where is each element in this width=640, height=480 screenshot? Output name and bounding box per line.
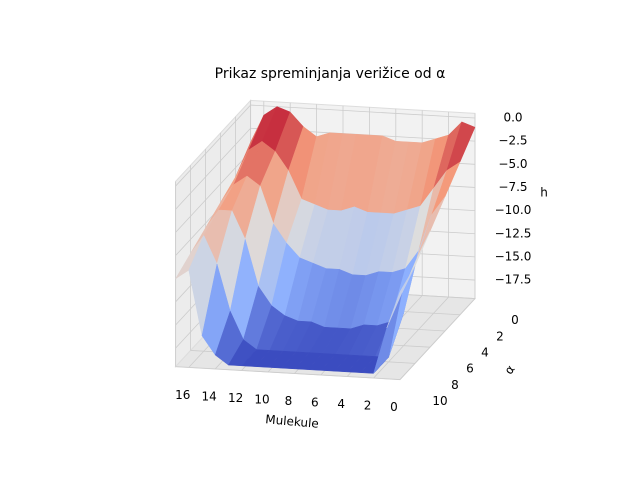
z-tick-label: −12.5	[495, 226, 532, 240]
x-tick-label: 12	[228, 391, 243, 405]
z-tick-label: 0.0	[503, 111, 522, 125]
z-tick-label: −2.5	[498, 134, 527, 148]
x-tick-label: 0	[390, 400, 398, 414]
x-tick-label: 14	[202, 389, 217, 403]
grid-line	[399, 298, 476, 380]
x-tick-label: 4	[337, 397, 345, 411]
x-tick-label: 6	[311, 396, 319, 410]
x-tick-label: 2	[364, 399, 372, 413]
y-axis-label: α	[502, 362, 518, 377]
x-axis-label: Mulekule	[265, 412, 320, 431]
chart-title: Prikaz spreminjanja verižice od α	[215, 66, 446, 82]
grid-line	[175, 104, 251, 187]
y-tick-label: 6	[466, 362, 474, 376]
z-tick-label: −5.0	[498, 157, 527, 171]
y-tick-label: 0	[511, 313, 519, 327]
grid-line	[175, 366, 401, 380]
z-tick-label: −15.0	[495, 249, 532, 263]
grid-line	[175, 151, 251, 233]
surface-patch	[386, 266, 416, 328]
z-axis-label: h	[540, 186, 548, 200]
x-tick-label: 10	[254, 392, 269, 406]
z-tick-label: −10.0	[495, 203, 532, 217]
x-tick-label: 16	[175, 388, 190, 402]
y-tick-label: 8	[451, 378, 459, 392]
y-tick-label: 2	[496, 329, 504, 343]
y-tick-label: 4	[481, 345, 489, 359]
z-tick-label: −7.5	[498, 180, 527, 194]
z-tick-label: −17.5	[495, 273, 532, 287]
grid-line	[373, 296, 449, 379]
grid-line	[250, 104, 476, 119]
grid-line	[175, 127, 251, 210]
x-tick-label: 8	[285, 394, 293, 408]
y-tick-label: 10	[432, 394, 447, 408]
